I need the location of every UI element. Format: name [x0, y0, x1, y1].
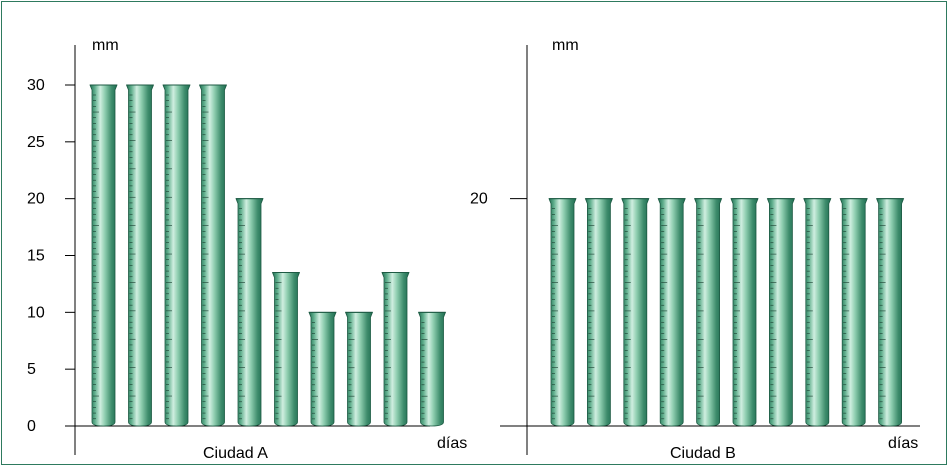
bar-b-1 [548, 198, 577, 427]
y-tick-label: 25 [27, 134, 45, 151]
bar-b-6 [730, 198, 759, 427]
bar-a-2 [125, 84, 155, 427]
bar-b-8 [803, 198, 832, 427]
bar-b-10 [876, 198, 905, 427]
bar-b-2 [584, 198, 613, 427]
bar-b-3 [621, 198, 650, 427]
chart-ciudad-b: mm días Ciudad B 20 [470, 37, 920, 462]
bar-a-3 [162, 84, 191, 427]
bar-a-9 [381, 272, 410, 427]
y-tick-label: 5 [27, 361, 36, 378]
bar-a-4 [198, 84, 228, 427]
chart-ciudad-a: mm días Ciudad A 0 5 10 15 20 25 30 [27, 37, 467, 462]
bar-a-8 [344, 311, 374, 427]
y-tick-label: 10 [27, 304, 45, 321]
y-tick-label: 0 [27, 418, 36, 435]
bar-a-5 [235, 198, 264, 427]
bar-a-10 [417, 311, 447, 427]
y-tick-label: 30 [27, 77, 45, 94]
xlabel-b: días [888, 435, 918, 452]
y-tick-label: 20 [470, 191, 488, 208]
bar-a-1 [89, 84, 118, 427]
bar-a-7 [308, 311, 337, 427]
xlabel-a: días [437, 435, 467, 452]
y-tick-label: 15 [27, 248, 45, 265]
bar-a-6 [271, 272, 301, 427]
caption-a: Ciudad A [203, 445, 268, 462]
y-tick-label: 20 [27, 191, 45, 208]
bar-b-9 [839, 198, 868, 427]
bar-b-4 [657, 198, 686, 427]
caption-b: Ciudad B [670, 445, 736, 462]
bar-b-5 [694, 198, 723, 427]
bar-b-7 [766, 198, 795, 427]
ylabel-a: mm [92, 37, 119, 54]
ylabel-b: mm [552, 37, 579, 54]
